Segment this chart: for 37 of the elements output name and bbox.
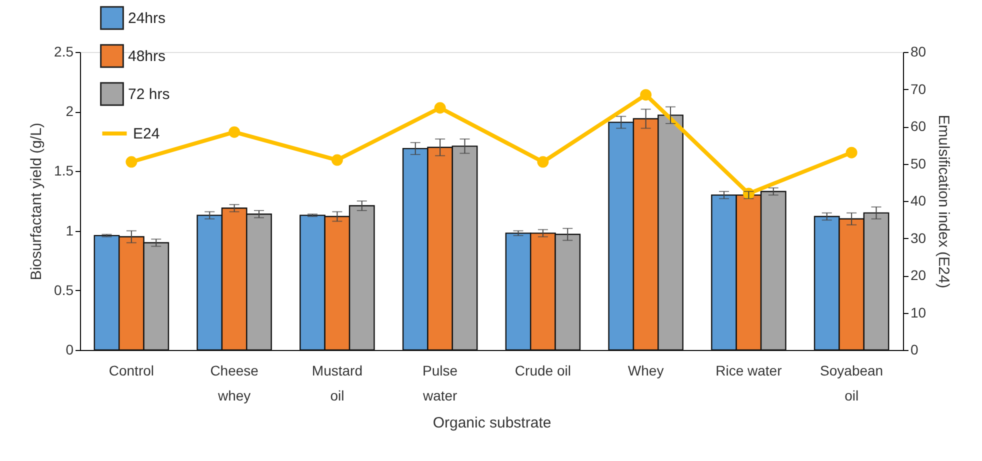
y-axis-title: Biosurfactant yield (g/L) xyxy=(28,122,46,280)
y2-tick-label: 10 xyxy=(910,304,926,320)
legend-label: E24 xyxy=(133,126,160,142)
y2-tick-label: 80 xyxy=(910,44,926,60)
y2-tick-label: 20 xyxy=(910,267,926,283)
x-tick-label: Control xyxy=(108,362,154,378)
x-tick-label: Whey xyxy=(628,362,664,378)
legend-label: 72 hrs xyxy=(128,86,170,103)
point xyxy=(228,126,240,138)
y2-tick-label: 50 xyxy=(910,155,926,172)
x-tick-label: Mustard oil xyxy=(312,362,362,404)
y2-tick-label: 60 xyxy=(910,118,926,134)
y-tick-label: 1 xyxy=(66,222,74,238)
y-tick-label: 0.5 xyxy=(54,282,74,298)
point xyxy=(331,154,343,166)
y2-tick-label: 70 xyxy=(910,80,926,97)
point xyxy=(434,102,446,114)
x-tick-label: Soyabean oil xyxy=(820,362,884,404)
y2-axis-title: Emulsification index (E24) xyxy=(935,114,952,288)
legend-label: 48hrs xyxy=(128,48,166,65)
x-tick-label: Crude oil xyxy=(514,362,571,378)
point xyxy=(537,156,549,168)
y2-tick-label: 0 xyxy=(910,342,918,358)
x-tick-label: Cheese whey xyxy=(210,362,259,404)
x-tick-label: Pulse water xyxy=(422,362,458,404)
point xyxy=(640,89,652,101)
y-tick-label: 1.5 xyxy=(54,162,74,179)
legend-label: 24hrs xyxy=(128,10,166,27)
x-tick-label: Rice water xyxy=(716,362,782,378)
y2-tick-label: 30 xyxy=(910,230,926,246)
y-tick-label: 2 xyxy=(66,103,74,120)
x-axis-title: Organic substrate xyxy=(432,414,552,432)
y2-tick-label: 40 xyxy=(910,192,926,208)
y-tick-label: 0 xyxy=(66,342,74,358)
point xyxy=(126,156,138,168)
point xyxy=(846,146,858,158)
y-tick-label: 2.5 xyxy=(54,44,74,60)
